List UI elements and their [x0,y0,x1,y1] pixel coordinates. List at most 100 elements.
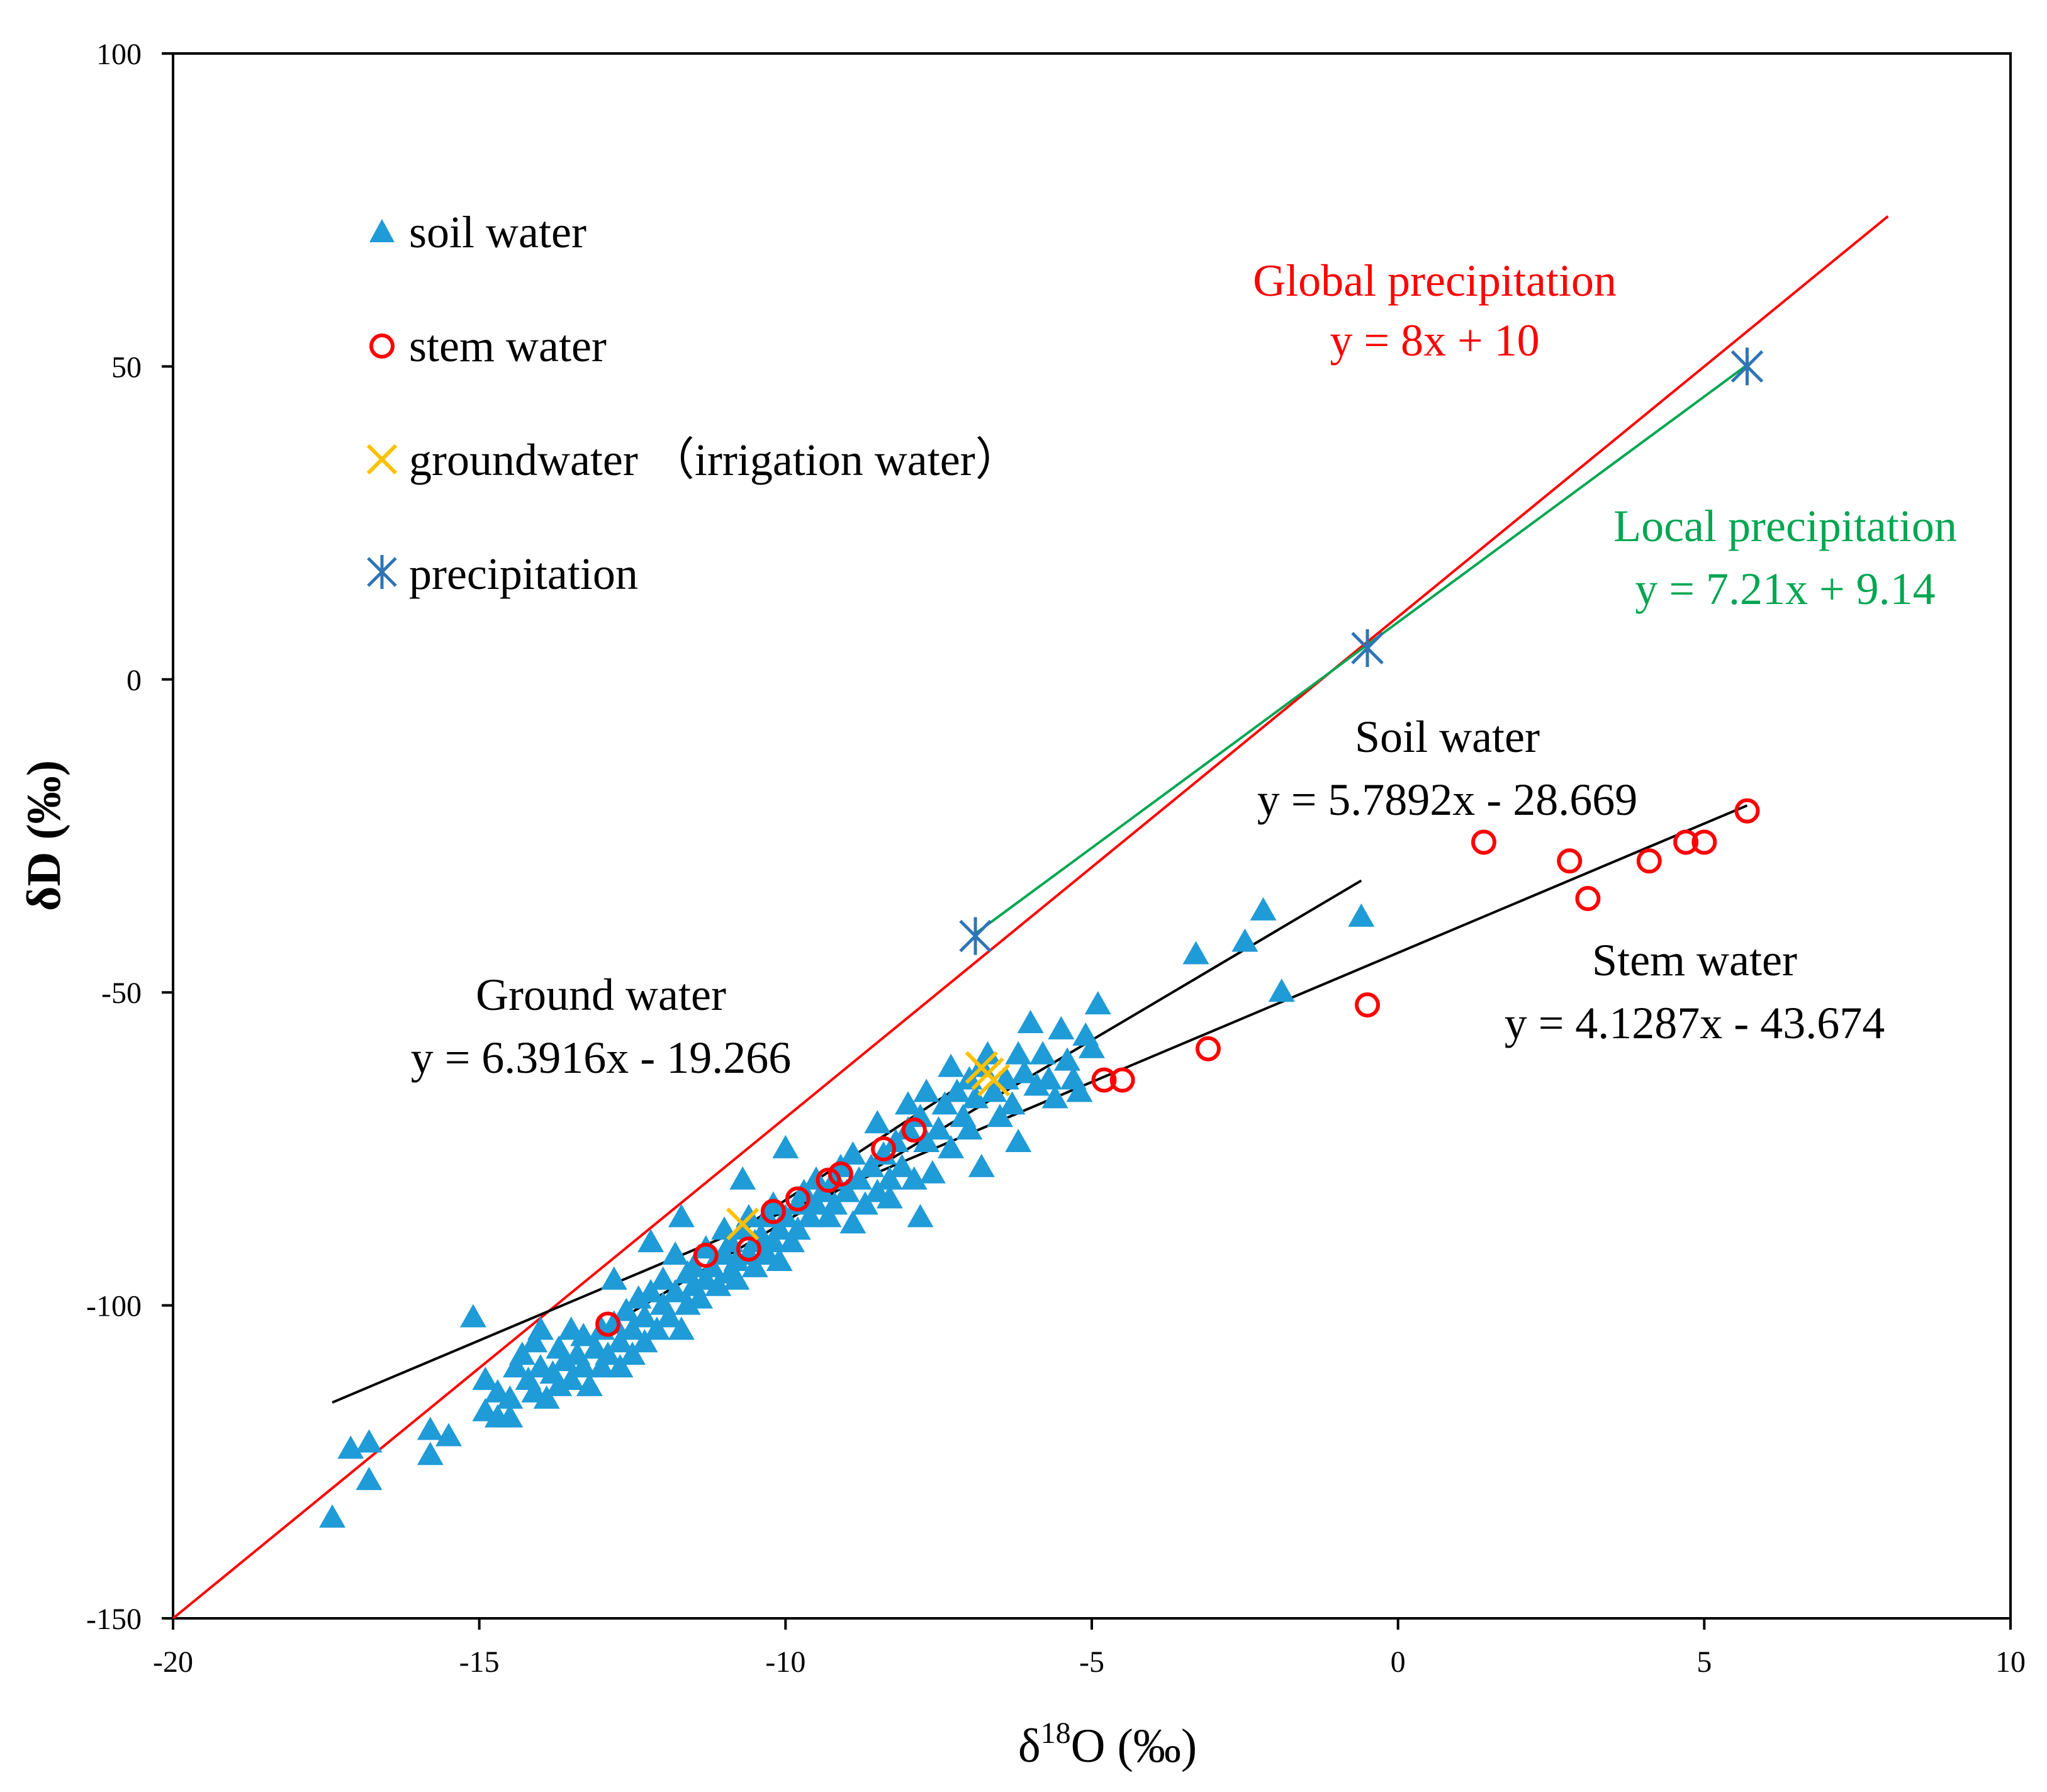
soil-water-point [668,1316,695,1340]
stem-water-point [693,1243,719,1268]
x-tick-label: 10 [1995,1645,2026,1679]
soil-water-point [895,1116,921,1140]
soil-water-point [760,1191,787,1215]
legend-entry-soil-water: soil water [369,207,586,257]
soil-water-point [662,1279,689,1302]
soil-water-point [600,1266,627,1290]
soil-water-point [662,1241,689,1265]
soil-water-point [931,1091,958,1115]
groundwater-irrigation-water-point [971,1057,1004,1090]
legend-label: soil water [409,207,586,257]
soil-water-point [1023,1072,1050,1096]
annotation-equation: y = 8x + 10 [1330,315,1539,366]
soil-water-point [643,1316,670,1340]
soil-water-point [607,1329,634,1353]
soil-water-point [1029,1041,1057,1065]
y-tick-label: 100 [96,38,142,71]
stem-water-point [785,1186,810,1212]
annotation-ground-water: Ground water y = 6.3916x - 19.266 [411,970,792,1083]
soil-water-point [851,1191,878,1215]
stem-water-point [1471,829,1496,855]
ground-water-line [742,1067,989,1229]
soil-water-point [925,1116,952,1140]
legend-label: groundwater （irrigation water） [409,435,1021,485]
stem-water-point [760,1199,786,1224]
annotation-title: Ground water [476,970,726,1020]
soil-water-point [1079,1034,1105,1058]
soil-water-point [760,1229,787,1253]
annotation-equation: y = 6.3916x - 19.266 [411,1033,792,1083]
soil-water-point [784,1216,811,1240]
soil-water-point [833,1179,860,1202]
soil-water-point [649,1266,676,1290]
soil-water-point [803,1191,829,1215]
soil-water-point [900,1166,928,1190]
soil-water-point [668,1204,695,1228]
soil-water-point [729,1166,756,1190]
stem-water-point [1557,848,1583,874]
soil-water-point [687,1285,714,1309]
soil-water-point [356,1429,383,1453]
stem-water-point [595,1311,621,1337]
annotation-title: Local precipitation [1613,501,1957,551]
precipitation-point [1730,347,1764,386]
stem-water-point [827,1161,853,1187]
legend-circle-icon [369,333,395,359]
stem-water-point [1636,848,1662,874]
y-tick-label: 0 [126,664,142,697]
soil-water-point [1250,897,1277,921]
soil-water-point [938,1134,965,1158]
soil-water-point [570,1354,597,1378]
soil-water-point [778,1229,805,1253]
stem-water-point [816,1167,841,1193]
soil-water-point [619,1316,646,1340]
soil-water-point [705,1272,732,1296]
soil-water-point [356,1467,383,1491]
soil-water-point [613,1297,640,1321]
soil-water-point [435,1423,462,1447]
stem-water-point [1691,829,1717,855]
soil-water-point [943,1078,970,1102]
soil-water-point [999,1091,1026,1115]
soil-water-point [772,1134,799,1158]
soil-water-point [797,1204,824,1228]
soil-water-point [839,1141,866,1165]
soil-water-point [987,1104,1013,1128]
stem-water-point [1673,829,1699,855]
soil-water-point [1017,1009,1044,1033]
soil-water-point [1182,941,1209,965]
soil-water-point [417,1416,444,1440]
legend: soil water stem water groundwater （irrig… [366,207,1021,599]
soil-water-point [600,1310,627,1334]
soil-water-point [527,1316,554,1340]
annotation-equation: y = 7.21x + 9.14 [1635,564,1935,614]
data-markers [319,347,1764,1528]
soil-water-point [625,1285,652,1309]
legend-asterisk-icon [367,555,397,589]
soil-water-point [417,1442,444,1465]
legend-entry-precipitation: precipitation [367,549,638,599]
soil-water-point [680,1253,707,1277]
soil-water-point [766,1247,793,1271]
legend-label: stem water [409,321,607,371]
soil-water-point [821,1191,848,1215]
soil-water-point [1084,991,1111,1015]
x-tick-label: -10 [765,1645,805,1679]
soil-water-point [619,1341,646,1365]
soil-water-point [631,1329,658,1353]
soil-water-point [576,1372,603,1396]
x-tick-label: -20 [153,1645,193,1679]
groundwater-irrigation-water-point [726,1207,760,1241]
soil-water-point [858,1153,885,1177]
local-precipitation-line [974,364,1748,935]
soil-water-point [956,1116,983,1140]
soil-water-point [337,1435,364,1459]
soil-water-point [1035,1066,1062,1090]
soil-water-point [815,1204,842,1228]
soil-water-point [913,1128,940,1152]
soil-water-point [968,1153,995,1177]
y-tick-label: -100 [86,1290,142,1323]
annotation-local-precipitation: Local precipitation y = 7.21x + 9.14 [1613,501,1957,614]
soil-water-point [913,1078,940,1102]
